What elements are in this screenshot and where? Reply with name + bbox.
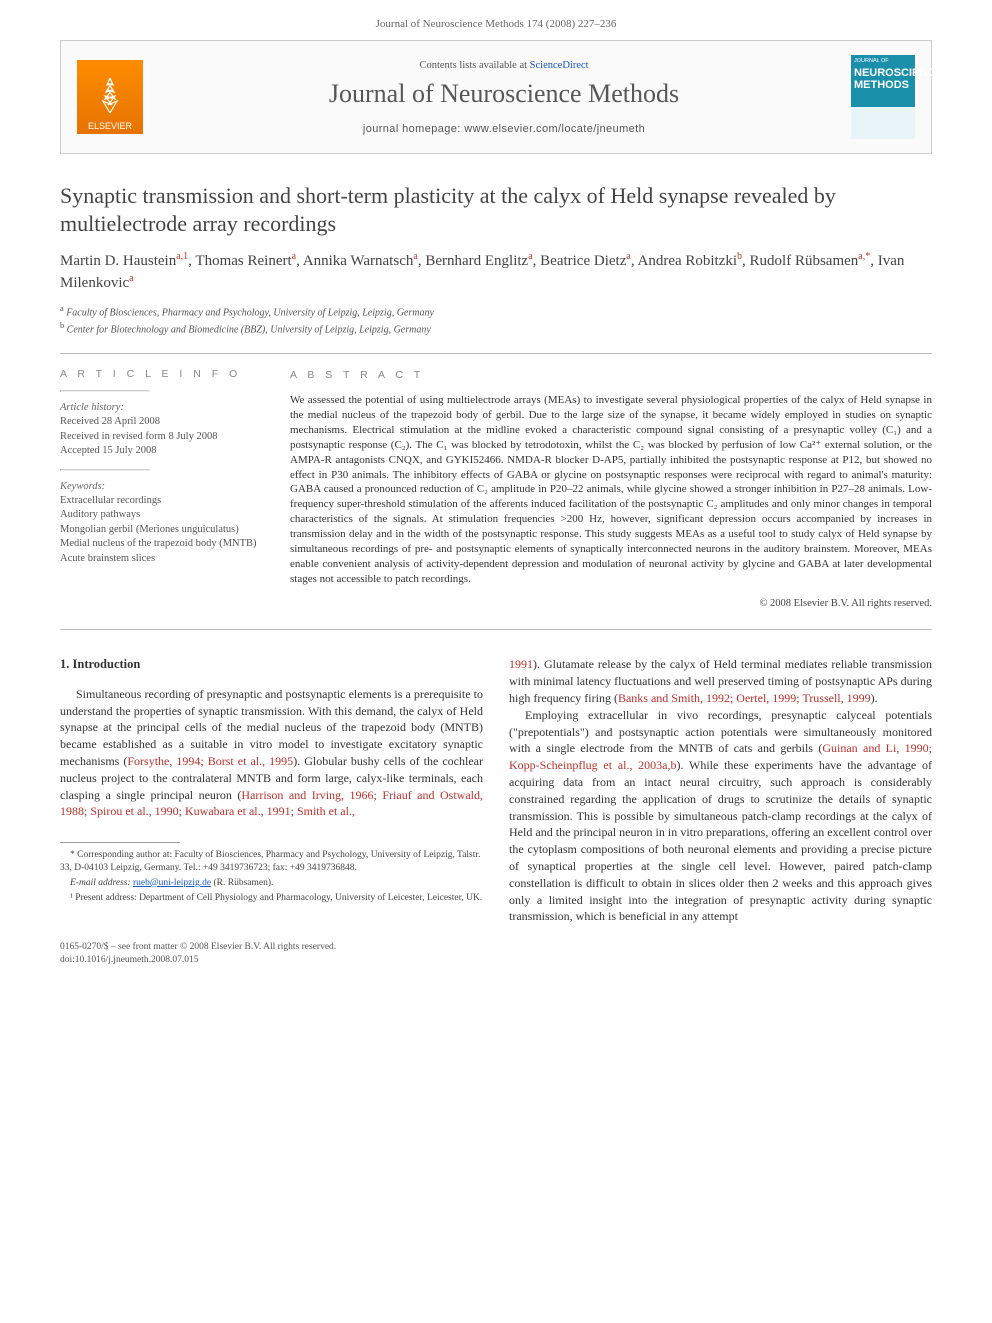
corresponding-note: * Corresponding author at: Faculty of Bi… (60, 849, 483, 875)
keyword: Auditory pathways (60, 508, 268, 522)
paragraph: Simultaneous recording of presynaptic an… (60, 686, 483, 820)
left-column: 1. Introduction Simultaneous recording o… (60, 656, 483, 925)
history-block: Received 28 April 2008 Received in revis… (60, 415, 268, 458)
page-footer: 0165-0270/$ – see front matter © 2008 El… (60, 941, 932, 967)
info-abstract-row: A R T I C L E I N F O Article history: R… (60, 354, 932, 630)
elsevier-logo: ELSEVIER (77, 60, 143, 134)
abstract-block: A B S T R A C T We assessed the potentia… (290, 368, 932, 611)
contents-line: Contents lists available at ScienceDirec… (157, 60, 851, 71)
keyword: Mongolian gerbil (Meriones unguiculatus) (60, 523, 268, 537)
email-note: E-mail address: rueb@uni-leipzig.de (R. … (60, 877, 483, 890)
elsevier-logo-text: ELSEVIER (88, 121, 132, 131)
sciencedirect-link[interactable]: ScienceDirect (530, 60, 589, 71)
article-title: Synaptic transmission and short-term pla… (60, 182, 932, 238)
email-link[interactable]: rueb@uni-leipzig.de (133, 878, 211, 888)
article-info-heading: A R T I C L E I N F O (60, 368, 268, 380)
cover-thumbnail: JOURNAL OF NEUROSCIENCE METHODS (851, 55, 915, 139)
journal-name: Journal of Neuroscience Methods (157, 79, 851, 109)
citation-link[interactable]: Banks and Smith, 1992; Oertel, 1999; Tru… (618, 691, 871, 705)
elsevier-tree-icon (93, 75, 127, 117)
abstract-copyright: © 2008 Elsevier B.V. All rights reserved… (290, 597, 932, 611)
journal-banner: ELSEVIER Contents lists available at Sci… (60, 40, 932, 154)
affiliations: a Faculty of Biosciences, Pharmacy and P… (60, 303, 932, 338)
citation-link[interactable]: 1991 (509, 657, 533, 671)
keyword: Medial nucleus of the trapezoid body (MN… (60, 537, 268, 551)
paragraph: Employing extracellular in vivo recordin… (509, 707, 932, 925)
section-heading: 1. Introduction (60, 656, 483, 674)
abstract-heading: A B S T R A C T (290, 368, 932, 382)
abstract-text: We assessed the potential of using multi… (290, 393, 932, 587)
author-list: Martin D. Hausteina,1, Thomas Reinerta, … (60, 250, 932, 293)
present-address-note: ¹ Present address: Department of Cell Ph… (60, 892, 483, 905)
banner-center: Contents lists available at ScienceDirec… (157, 60, 851, 135)
keywords-list: Extracellular recordingsAuditory pathway… (60, 494, 268, 566)
body-two-column: 1. Introduction Simultaneous recording o… (60, 656, 932, 925)
running-head: Journal of Neuroscience Methods 174 (200… (0, 0, 992, 40)
footnotes: * Corresponding author at: Faculty of Bi… (60, 849, 483, 904)
journal-homepage[interactable]: journal homepage: www.elsevier.com/locat… (157, 123, 851, 135)
article-info-block: A R T I C L E I N F O Article history: R… (60, 368, 290, 611)
right-column: 1991). Glutamate release by the calyx of… (509, 656, 932, 925)
paragraph: 1991). Glutamate release by the calyx of… (509, 656, 932, 706)
keyword: Extracellular recordings (60, 494, 268, 508)
citation-link[interactable]: Forsythe, 1994; Borst et al., 1995 (127, 754, 293, 768)
keyword: Acute brainstem slices (60, 552, 268, 566)
footnote-divider (60, 842, 180, 843)
